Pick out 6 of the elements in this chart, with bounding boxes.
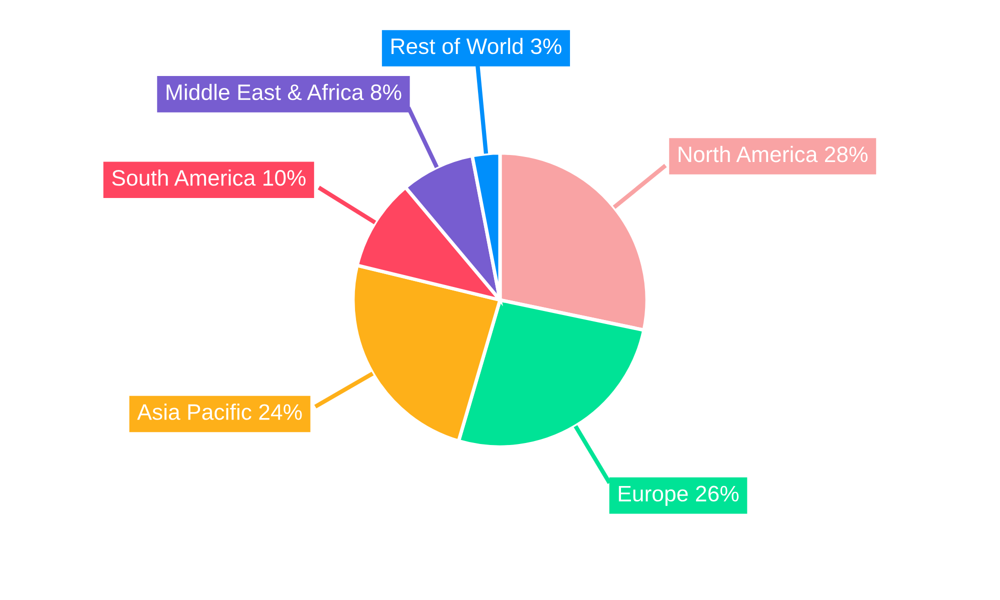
slice-label: Europe 26% (618, 486, 739, 506)
slice-label: Middle East & Africa 8% (166, 84, 402, 100)
slice-label: North America 28% (678, 146, 868, 162)
slice-label: Asia Pacific 24% (137, 404, 302, 420)
slice-label: Rest of World 3% (392, 38, 562, 54)
slice-label: South America 10% (112, 169, 306, 186)
